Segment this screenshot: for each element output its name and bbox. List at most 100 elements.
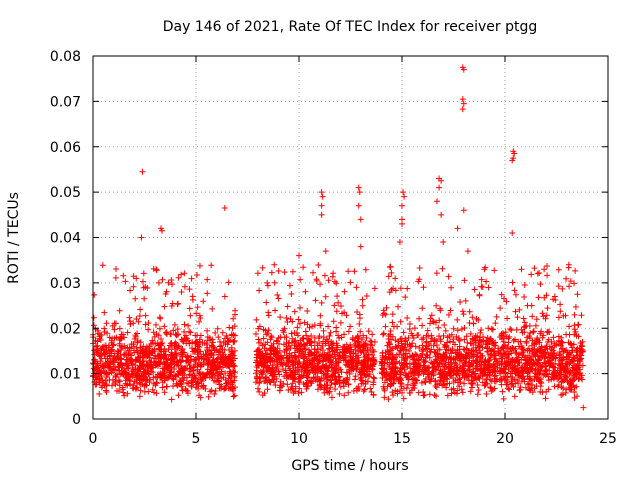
data-point: [133, 344, 140, 351]
data-point: [153, 266, 160, 273]
data-point: [561, 371, 568, 378]
data-point: [567, 340, 574, 347]
data-point: [422, 345, 429, 352]
data-point: [473, 353, 480, 360]
data-point: [113, 265, 120, 272]
data-point: [277, 314, 284, 321]
data-point: [440, 239, 447, 246]
data-point: [306, 324, 313, 331]
data-point: [404, 314, 411, 321]
data-point: [574, 361, 581, 368]
data-point: [275, 295, 282, 302]
data-point: [458, 326, 465, 333]
data-point: [303, 381, 310, 388]
data-point: [168, 396, 175, 403]
data-point: [470, 350, 477, 357]
data-point: [264, 379, 271, 386]
data-point: [355, 184, 362, 191]
data-point: [431, 338, 438, 345]
data-point: [272, 365, 279, 372]
data-point: [522, 366, 529, 373]
data-point: [263, 299, 270, 306]
data-point: [498, 291, 505, 298]
data-point: [511, 393, 518, 400]
data-point: [493, 313, 500, 320]
data-point: [137, 350, 144, 357]
data-point: [398, 354, 405, 361]
data-point: [97, 362, 104, 369]
data-point: [225, 375, 232, 382]
data-point: [476, 291, 483, 298]
data-point: [304, 308, 311, 315]
data-point: [156, 361, 163, 368]
data-point: [319, 193, 326, 200]
data-point: [543, 388, 550, 395]
data-point: [267, 350, 274, 357]
data-point: [519, 346, 526, 353]
data-point: [409, 340, 416, 347]
data-point: [316, 340, 323, 347]
data-point: [563, 275, 570, 282]
data-point: [222, 385, 229, 392]
data-point: [508, 350, 515, 357]
data-point: [273, 350, 280, 357]
data-point: [225, 359, 232, 366]
data-point: [315, 261, 322, 268]
data-point: [476, 361, 483, 368]
data-point: [208, 343, 215, 350]
data-point: [550, 369, 557, 376]
data-point: [185, 322, 192, 329]
data-point: [169, 300, 176, 307]
data-point: [177, 378, 184, 385]
data-point: [185, 380, 192, 387]
data-point: [304, 336, 311, 343]
data-point: [258, 369, 265, 376]
data-point: [301, 345, 308, 352]
data-point: [469, 335, 476, 342]
data-point: [482, 341, 489, 348]
data-point: [230, 362, 237, 369]
data-point: [500, 395, 507, 402]
data-point: [366, 371, 373, 378]
data-point: [263, 374, 270, 381]
data-point: [520, 315, 527, 322]
data-point: [550, 364, 557, 371]
data-point: [566, 283, 573, 290]
data-point: [440, 332, 447, 339]
data-point: [542, 372, 549, 379]
data-point: [392, 275, 399, 282]
data-point: [193, 310, 200, 317]
data-point: [369, 363, 376, 370]
data-point: [411, 325, 418, 332]
data-point: [483, 391, 490, 398]
data-point: [403, 346, 410, 353]
data-point: [357, 243, 364, 250]
data-point: [208, 262, 215, 269]
data-point: [181, 374, 188, 381]
data-point: [394, 390, 401, 397]
data-point: [499, 388, 506, 395]
data-point: [129, 371, 136, 378]
data-point: [328, 372, 335, 379]
data-point: [182, 332, 189, 339]
data-point: [192, 340, 198, 347]
data-point: [208, 371, 215, 378]
data-point: [571, 331, 578, 338]
data-point: [196, 262, 203, 269]
data-point: [168, 356, 175, 363]
data-point: [191, 357, 198, 364]
data-point: [471, 286, 478, 293]
data-point: [456, 358, 463, 365]
x-tick-label: 0: [89, 431, 98, 447]
data-point: [151, 348, 158, 355]
data-point: [269, 357, 276, 364]
data-point: [192, 332, 199, 339]
data-point: [503, 363, 510, 370]
data-point: [483, 278, 490, 285]
data-point: [459, 308, 466, 315]
data-point: [336, 373, 343, 380]
data-point: [230, 385, 237, 392]
data-point: [417, 362, 424, 369]
data-point: [270, 376, 277, 383]
data-point: [260, 353, 267, 360]
